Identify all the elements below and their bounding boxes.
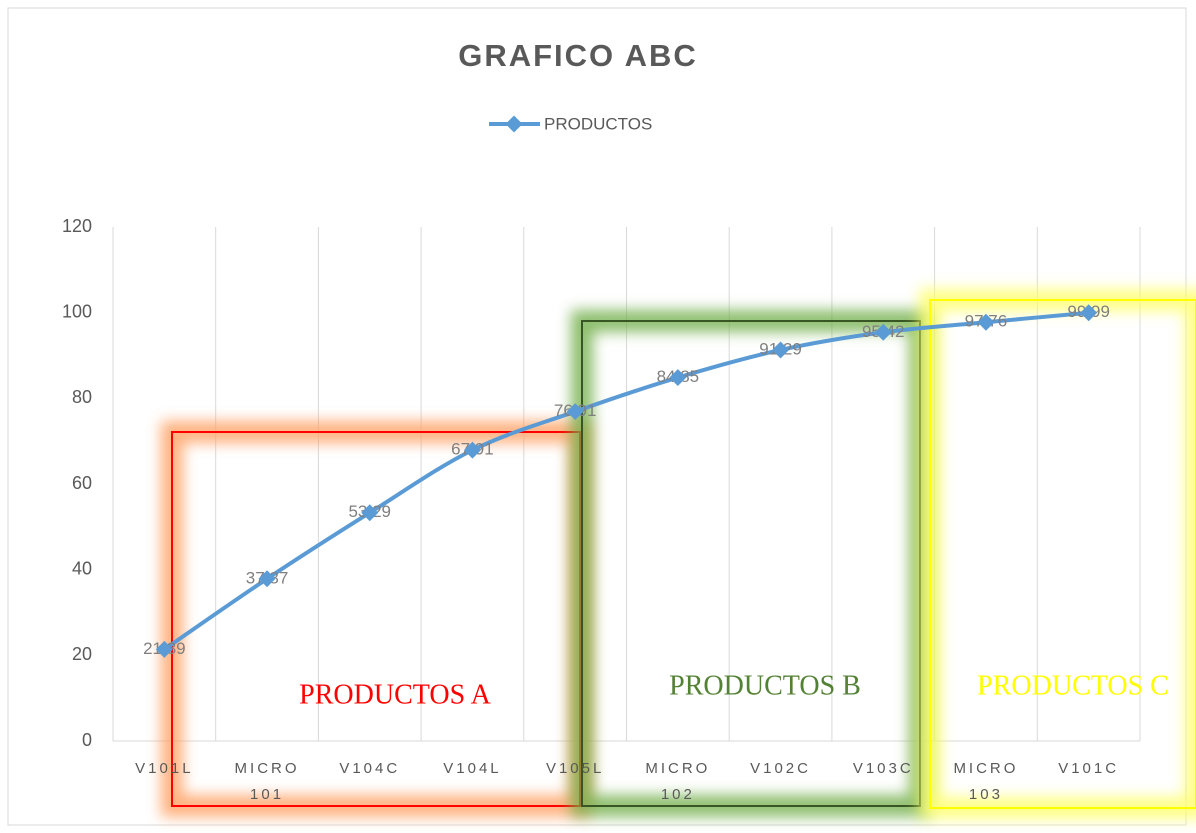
x-tick-label: V104C [339,760,400,777]
annotation: PRODUCTOS A [299,679,491,710]
x-tick-label: MICRO 102 [645,760,710,803]
x-tick-label: MICRO 103 [953,760,1018,803]
x-tick-label: V101C [1058,760,1119,777]
chart-border [7,7,1187,826]
x-tick-label: V105L [546,760,604,777]
legend: PRODUCTOS [489,114,652,133]
x-tick-label: V104L [443,760,501,777]
y-tick-label: 40 [72,558,92,578]
group-boxes [161,289,1196,819]
data-point [463,441,481,459]
annotation: PRODUCTOS C [977,670,1169,701]
y-tick-label: 20 [72,644,92,664]
legend-marker [505,115,523,133]
x-tick-label: MICRO 101 [235,760,300,803]
data-point [874,323,892,341]
data-point [772,341,790,359]
data-point [155,640,173,658]
data-point [977,313,995,331]
data-point [258,570,276,588]
data-point [566,403,584,421]
x-tick-label: V102C [750,760,811,777]
y-tick-label: 80 [72,387,92,407]
box-c [929,299,1196,809]
series-line [163,310,1089,652]
chart-title: GRAFICO ABC [458,38,698,73]
x-tick-label: V101L [135,760,193,777]
annotation: PRODUCTOS B [669,670,861,701]
legend-label: PRODUCTOS [544,114,652,133]
y-tick-label: 100 [62,301,92,321]
y-tick-label: 0 [82,730,92,750]
data-point [669,369,687,387]
y-tick-label: 60 [72,473,92,493]
x-tick-label: V103C [853,760,914,777]
y-tick-label: 120 [62,216,92,236]
data-point [361,504,379,522]
